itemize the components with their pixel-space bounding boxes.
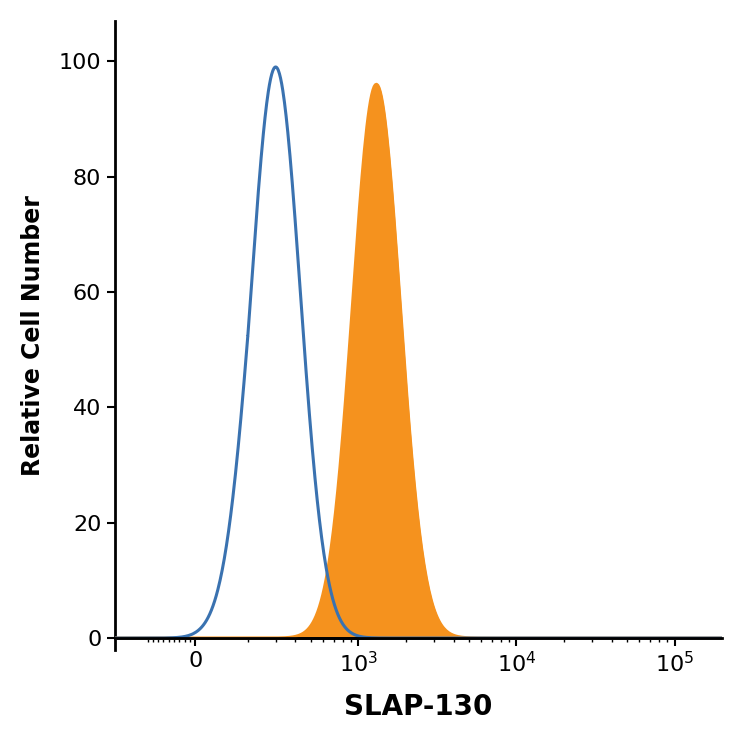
Y-axis label: Relative Cell Number: Relative Cell Number — [21, 195, 45, 476]
X-axis label: SLAP-130: SLAP-130 — [344, 693, 493, 721]
